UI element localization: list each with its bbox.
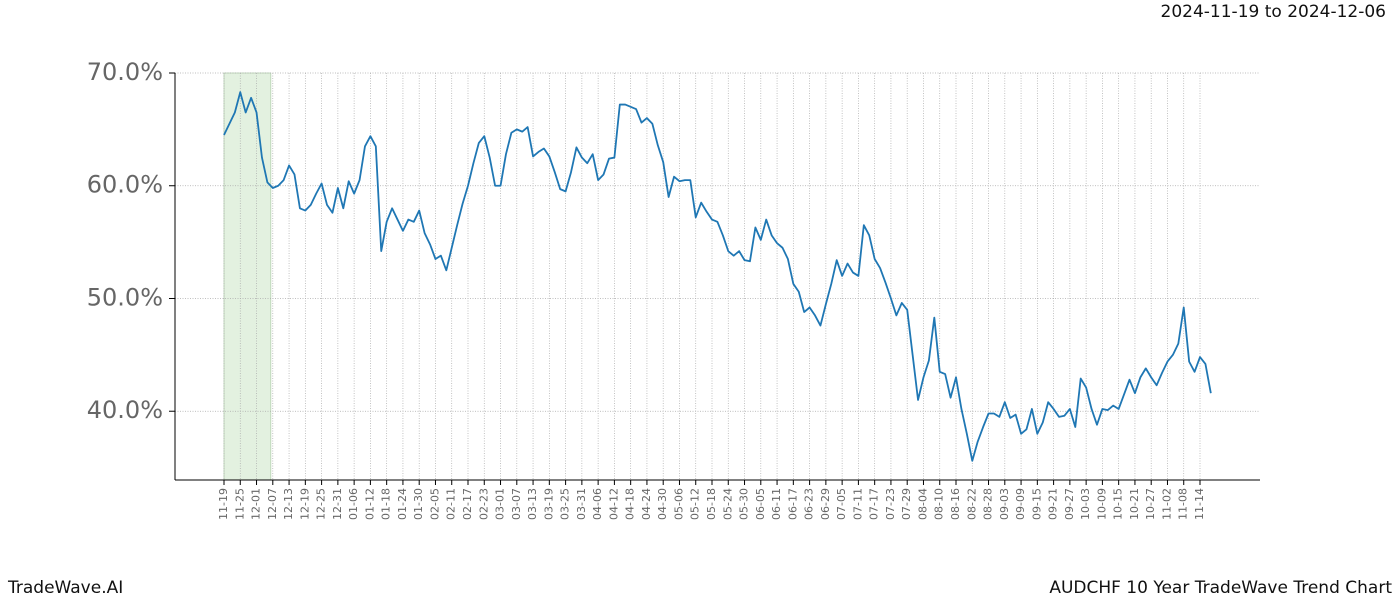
x-tick-label: 06-05 xyxy=(754,488,767,520)
x-tick-label: 01-24 xyxy=(396,488,409,520)
x-tick-label: 10-21 xyxy=(1128,488,1141,520)
x-tick-label: 04-30 xyxy=(656,488,669,520)
highlight-region xyxy=(223,72,272,481)
x-tick-label: 03-07 xyxy=(510,488,523,520)
x-tick-label: 04-12 xyxy=(607,488,620,520)
x-tick-label: 06-17 xyxy=(786,488,799,520)
y-tick-label: 70.0% xyxy=(87,58,163,86)
trend-line xyxy=(223,91,1212,462)
y-tick-label: 40.0% xyxy=(87,396,163,424)
x-tick-label: 11-14 xyxy=(1193,488,1206,520)
x-tick-label: 01-06 xyxy=(347,488,360,520)
x-tick-label: 03-19 xyxy=(542,488,555,520)
x-tick-label: 04-18 xyxy=(624,488,637,520)
x-tick-label: 11-19 xyxy=(217,488,230,520)
x-tick-label: 12-01 xyxy=(250,488,263,520)
x-tick-label: 04-24 xyxy=(640,488,653,520)
y-tick-label: 60.0% xyxy=(87,171,163,199)
x-tick-label: 05-24 xyxy=(721,488,734,520)
x-tick-label: 05-30 xyxy=(738,488,751,520)
x-tick-label: 05-12 xyxy=(689,488,702,520)
chart-title: AUDCHF 10 Year TradeWave Trend Chart xyxy=(1049,578,1392,598)
x-tick-label: 03-31 xyxy=(575,488,588,520)
x-tick-label: 03-01 xyxy=(494,488,507,520)
x-tick-label: 05-06 xyxy=(672,488,685,520)
x-tick-label: 12-07 xyxy=(266,488,279,520)
x-tick-label: 10-27 xyxy=(1144,488,1157,520)
x-tick-label: 02-17 xyxy=(461,488,474,520)
x-tick-label: 12-13 xyxy=(282,488,295,520)
x-tick-label: 07-05 xyxy=(835,488,848,520)
x-tick-label: 11-08 xyxy=(1177,488,1190,520)
x-tick-label: 09-21 xyxy=(1047,488,1060,520)
x-tick-label: 08-22 xyxy=(965,488,978,520)
x-tick-label: 09-27 xyxy=(1063,488,1076,520)
x-tick-label: 06-11 xyxy=(770,488,783,520)
x-tick-label: 08-16 xyxy=(949,488,962,520)
x-tick-label: 11-25 xyxy=(233,488,246,520)
x-tick-label: 07-23 xyxy=(884,488,897,520)
x-tick-label: 01-12 xyxy=(363,488,376,520)
x-tick-label: 09-03 xyxy=(998,488,1011,520)
brand: TradeWave.AI xyxy=(7,578,123,598)
x-tick-label: 12-25 xyxy=(315,488,328,520)
x-tick-label: 10-15 xyxy=(1112,488,1125,520)
x-tick-label: 09-09 xyxy=(1014,488,1027,520)
x-tick-label: 03-25 xyxy=(559,488,572,520)
x-tick-label: 04-06 xyxy=(591,488,604,520)
date-range: 2024-11-19 to 2024-12-06 xyxy=(1161,2,1386,22)
x-tick-label: 07-29 xyxy=(900,488,913,520)
x-tick-label: 08-04 xyxy=(916,488,929,520)
x-tick-label: 02-05 xyxy=(428,488,441,520)
x-tick-label: 10-09 xyxy=(1095,488,1108,520)
x-tick-label: 10-03 xyxy=(1079,488,1092,520)
x-tick-label: 02-11 xyxy=(445,488,458,520)
x-tick-label: 03-13 xyxy=(526,488,539,520)
y-tick-label: 50.0% xyxy=(87,283,163,311)
x-tick-label: 08-28 xyxy=(982,488,995,520)
x-tick-label: 08-10 xyxy=(933,488,946,520)
x-tick-label: 07-17 xyxy=(868,488,881,520)
x-tick-label: 06-29 xyxy=(819,488,832,520)
x-tick-label: 09-15 xyxy=(1030,488,1043,520)
x-tick-label: 05-18 xyxy=(705,488,718,520)
x-tick-label: 06-23 xyxy=(803,488,816,520)
x-tick-label: 02-23 xyxy=(477,488,490,520)
x-tick-label: 01-18 xyxy=(380,488,393,520)
x-tick-label: 11-02 xyxy=(1160,488,1173,520)
x-tick-label: 12-19 xyxy=(298,488,311,520)
x-tick-label: 01-30 xyxy=(412,488,425,520)
x-tick-label: 12-31 xyxy=(331,488,344,520)
x-tick-label: 07-11 xyxy=(851,488,864,520)
